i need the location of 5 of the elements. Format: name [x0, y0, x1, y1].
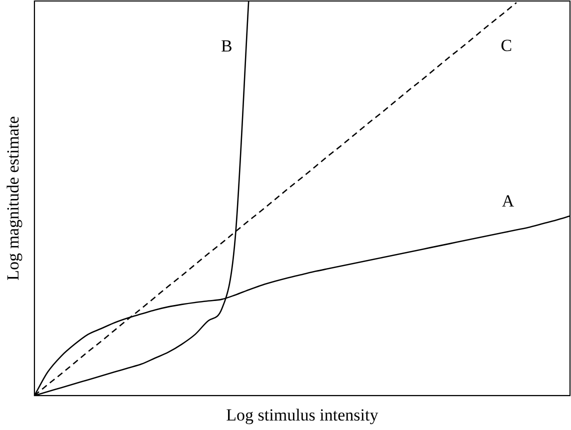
x-axis-title: Log stimulus intensity — [226, 405, 379, 424]
y-axis-title: Log magnitude estimate — [4, 116, 23, 280]
series-label: B — [220, 36, 232, 56]
series-label: A — [502, 192, 515, 211]
series-label: C — [500, 36, 512, 56]
